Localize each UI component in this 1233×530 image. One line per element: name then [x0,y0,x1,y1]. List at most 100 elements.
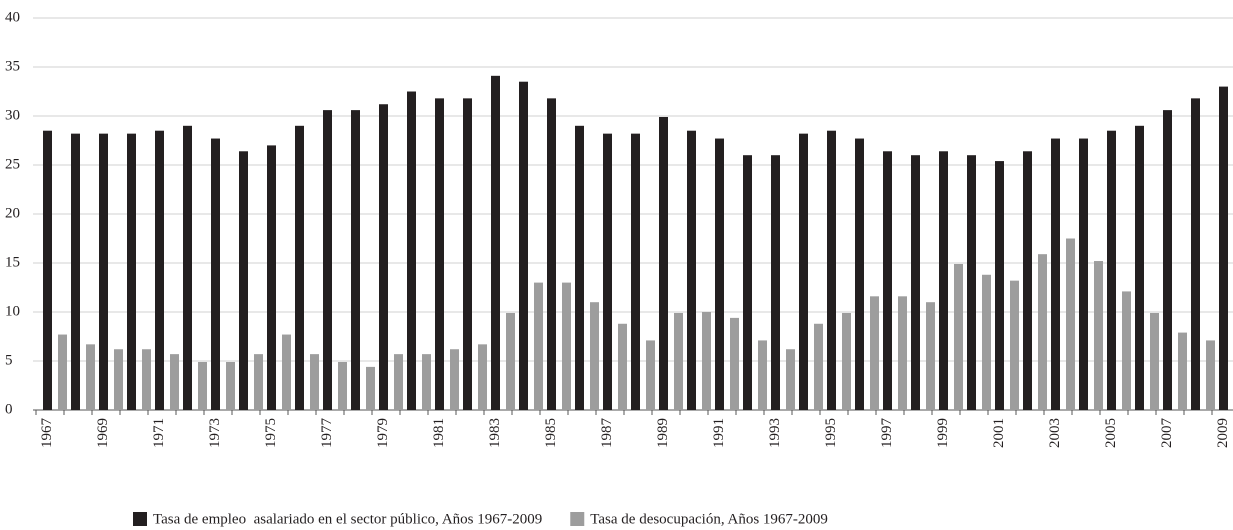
bar [954,263,963,410]
bar [1051,138,1060,411]
bar [926,302,935,410]
bar [939,151,948,410]
bar [1038,254,1047,410]
bar [995,161,1004,410]
bar [1010,280,1019,410]
bar [366,366,375,410]
bar [618,323,627,410]
bar [534,282,543,410]
bar [1135,125,1144,411]
bar [702,312,711,410]
bar [982,274,991,410]
bar [142,349,151,410]
bar [58,334,67,410]
bar [338,361,347,410]
y-tick-label: 40 [5,9,20,25]
x-tick-label: 2007 [1159,418,1175,449]
bar [1122,291,1131,410]
legend-label: Tasa de empleo asalariado en el sector p… [153,511,542,527]
bar [43,130,52,410]
legend-swatch [133,512,147,526]
x-tick-label: 1975 [263,418,279,448]
bar [799,133,808,410]
bar [183,125,192,411]
y-tick-label: 0 [5,401,13,417]
legend-swatch [570,512,585,526]
bar [282,334,291,410]
x-tick-label: 1967 [39,418,55,449]
bar [226,361,235,410]
bar [771,155,780,410]
bar [71,133,80,410]
x-tick-label: 1985 [543,418,559,448]
bar [1023,151,1032,410]
bar [743,155,752,410]
bar [1066,238,1075,410]
x-tick-label: 1971 [151,418,167,448]
y-tick-label: 15 [5,254,20,270]
x-tick-label: 1993 [767,418,783,448]
x-tick-label: 1973 [207,418,223,448]
legend-label: Tasa de desocupación, Años 1967-2009 [590,511,828,527]
bar [870,296,879,410]
bar [842,312,851,410]
bar [86,344,95,410]
bar [491,75,500,410]
y-tick-label: 35 [5,58,20,74]
bar [379,104,388,411]
bar [1178,332,1187,410]
bar [547,98,556,411]
bar [435,98,444,411]
x-tick-label: 1979 [375,418,391,448]
bar [295,125,304,411]
bar [351,110,360,411]
bar [883,151,892,410]
bar [786,349,795,410]
bar [603,133,612,410]
bar [1206,340,1215,410]
bar [758,340,767,410]
bar [323,110,332,411]
x-tick-label: 1969 [95,418,111,448]
bar [1191,98,1200,411]
bar [519,81,528,410]
bar [911,155,920,410]
bar [198,361,207,410]
bar [730,317,739,410]
bar [814,323,823,410]
x-tick-label: 1995 [823,418,839,448]
y-tick-label: 20 [5,205,20,221]
bar [239,151,248,410]
y-tick-label: 5 [5,352,13,368]
bar [590,302,599,410]
x-tick-label: 1991 [711,418,727,448]
bar [898,296,907,410]
bar [827,130,836,410]
bar [114,349,123,410]
bar [99,133,108,410]
bar [450,349,459,410]
y-tick-label: 30 [5,107,20,123]
bar [1219,86,1228,410]
x-tick-label: 1989 [655,418,671,448]
bar [646,340,655,410]
bar [715,138,724,411]
bar [478,344,487,410]
x-tick-label: 1997 [879,418,895,449]
bar [687,130,696,410]
bar [211,138,220,411]
y-tick-label: 10 [5,303,20,319]
bar [659,116,668,410]
x-tick-label: 2009 [1215,418,1231,448]
bar [127,133,136,410]
bar [407,91,416,410]
bar [1094,261,1103,410]
bar [170,354,179,410]
bar [267,145,276,410]
bar [463,98,472,411]
bar [506,312,515,410]
bar [155,130,164,410]
bar [394,354,403,410]
bar [855,138,864,411]
